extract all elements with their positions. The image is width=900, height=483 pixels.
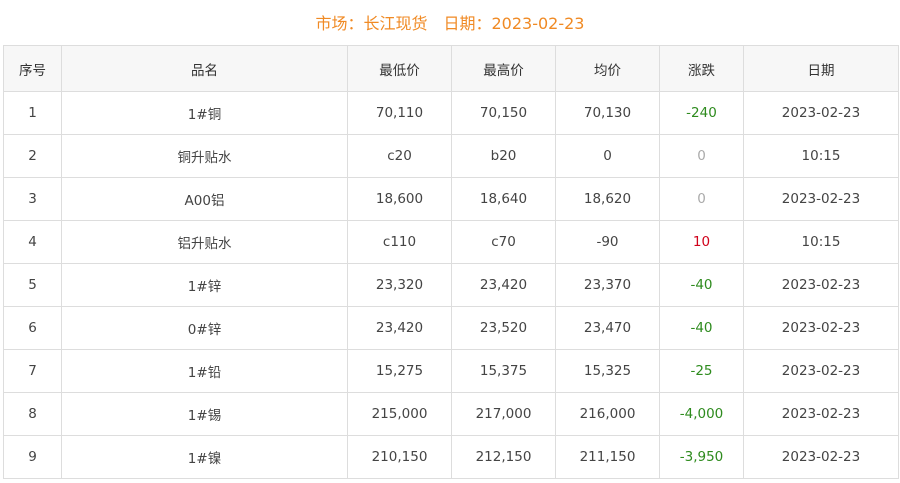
table-cell: 2023-02-23 — [743, 177, 899, 221]
table-cell: 217,000 — [451, 392, 556, 436]
table-cell: 5 — [3, 263, 62, 307]
column-header: 最高价 — [451, 45, 556, 92]
table-cell: 1#锡 — [61, 392, 348, 436]
table-cell: 2023-02-23 — [743, 263, 899, 307]
table-cell: -40 — [659, 306, 744, 350]
table-cell: 23,470 — [555, 306, 660, 350]
table-cell: 10:15 — [743, 134, 899, 178]
table-cell: -90 — [555, 220, 660, 264]
table-cell: A00铝 — [61, 177, 348, 221]
table-cell: 0 — [555, 134, 660, 178]
table-cell: 1#锌 — [61, 263, 348, 307]
table-cell: 0#锌 — [61, 306, 348, 350]
table-row: 5 1#锌 23,320 23,420 23,370 -40 2023-02-23 — [3, 263, 899, 307]
table-cell: 2023-02-23 — [743, 392, 899, 436]
table-cell: 2023-02-23 — [743, 306, 899, 350]
table-cell: 23,320 — [347, 263, 452, 307]
table-cell: 2023-02-23 — [743, 91, 899, 135]
table-cell: b20 — [451, 134, 556, 178]
table-cell: 4 — [3, 220, 62, 264]
table-row: 3 A00铝 18,600 18,640 18,620 0 2023-02-23 — [3, 177, 899, 221]
table-row: 8 1#锡 215,000 217,000 216,000 -4,000 2023-02-2… — [3, 392, 899, 436]
table-cell: 23,420 — [347, 306, 452, 350]
column-header: 涨跌 — [659, 45, 744, 92]
table-cell: 18,640 — [451, 177, 556, 221]
table-cell: 6 — [3, 306, 62, 350]
column-header: 序号 — [3, 45, 62, 92]
table-cell: 211,150 — [555, 435, 660, 479]
table-cell: 15,325 — [555, 349, 660, 393]
date-label: 日期：2023-02-23 — [443, 14, 585, 33]
table-cell: 2023-02-23 — [743, 349, 899, 393]
table-cell: 23,370 — [555, 263, 660, 307]
column-header: 品名 — [61, 45, 348, 92]
table-cell: 18,620 — [555, 177, 660, 221]
table-cell: 10:15 — [743, 220, 899, 264]
table-cell: 216,000 — [555, 392, 660, 436]
table-cell: 2 — [3, 134, 62, 178]
table-cell: 70,130 — [555, 91, 660, 135]
table-cell: 1#铜 — [61, 91, 348, 135]
column-header: 最低价 — [347, 45, 452, 92]
table-cell: 9 — [3, 435, 62, 479]
table-row: 4 铝升贴水 c110 c70 -90 10 10:15 — [3, 220, 899, 264]
table-cell: -25 — [659, 349, 744, 393]
table-cell: 3 — [3, 177, 62, 221]
table-cell: -240 — [659, 91, 744, 135]
table-row: 2 铜升贴水 c20 b20 0 0 10:15 — [3, 134, 899, 178]
table-cell: 23,420 — [451, 263, 556, 307]
table-cell: 2023-02-23 — [743, 435, 899, 479]
table-cell: c110 — [347, 220, 452, 264]
table-cell: 23,520 — [451, 306, 556, 350]
table-cell: 7 — [3, 349, 62, 393]
table-cell: -40 — [659, 263, 744, 307]
table-row: 1 1#铜 70,110 70,150 70,130 -240 2023-02-23 — [3, 91, 899, 135]
table-cell: 1 — [3, 91, 62, 135]
table-row: 6 0#锌 23,420 23,520 23,470 -40 2023-02-23 — [3, 306, 899, 350]
table-cell: 15,375 — [451, 349, 556, 393]
price-table: 序号 品名 最低价 最高价 均价 涨跌 日期 1 1#铜 70,110 70,150 70,130-… — [3, 45, 899, 479]
table-cell: 1#镍 — [61, 435, 348, 479]
table-header: 序号 品名 最低价 最高价 均价 涨跌 日期 — [3, 45, 899, 92]
column-header: 日期 — [743, 45, 899, 92]
table-cell: 212,150 — [451, 435, 556, 479]
table-cell: 铜升贴水 — [61, 134, 348, 178]
market-label: 市场：长江现货 — [315, 14, 428, 33]
table-cell: 15,275 — [347, 349, 452, 393]
table-cell: 70,110 — [347, 91, 452, 135]
table-row: 7 1#铅 15,275 15,375 15,325 -25 2023-02-23 — [3, 349, 899, 393]
table-cell: c70 — [451, 220, 556, 264]
table-cell: -3,950 — [659, 435, 744, 479]
table-row: 9 1#镍 210,150 212,150 211,150 -3,950 2023-02-2… — [3, 435, 899, 479]
table-cell: 1#铅 — [61, 349, 348, 393]
table-cell: 215,000 — [347, 392, 452, 436]
page-title: 市场：长江现货 日期：2023-02-23 — [0, 0, 900, 45]
table-cell: c20 — [347, 134, 452, 178]
table-cell: 10 — [659, 220, 744, 264]
table-cell: 70,150 — [451, 91, 556, 135]
table-cell: 0 — [659, 177, 744, 221]
table-cell: 铝升贴水 — [61, 220, 348, 264]
table-cell: 210,150 — [347, 435, 452, 479]
table-cell: 18,600 — [347, 177, 452, 221]
table-cell: 0 — [659, 134, 744, 178]
table-cell: 8 — [3, 392, 62, 436]
table-cell: -4,000 — [659, 392, 744, 436]
column-header: 均价 — [555, 45, 660, 92]
